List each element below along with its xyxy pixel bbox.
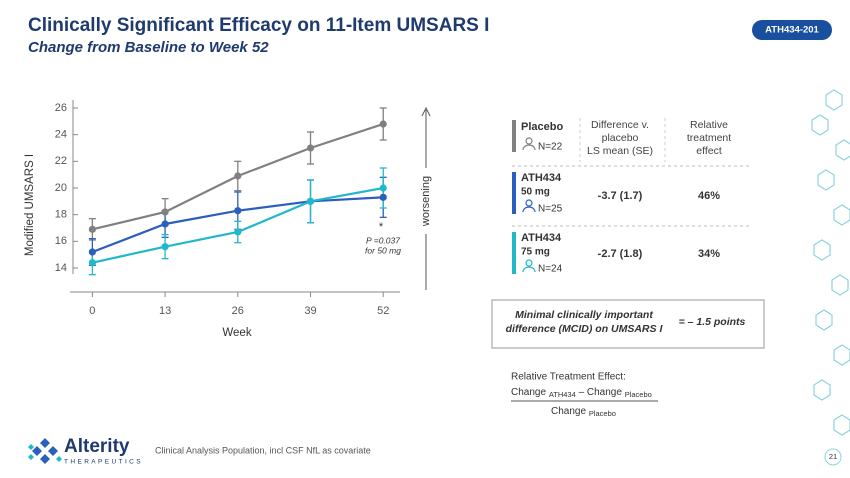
term: Change: [551, 406, 586, 417]
mcid-text: Minimal clinically important: [515, 309, 653, 321]
logo-subtext: THERAPEUTICS: [64, 459, 143, 466]
formula-numerator: Change ATH434 – Change Placebo: [511, 387, 652, 401]
y-tick-label: 26: [55, 102, 67, 114]
point: [379, 184, 387, 192]
y-tick-label: 18: [55, 209, 67, 221]
y-tick-label: 22: [55, 155, 67, 167]
subtitle: Change from Baseline to Week 52: [28, 39, 269, 56]
header-cell: treatment: [687, 132, 731, 144]
header-cell: placebo: [602, 132, 639, 144]
group-name: ATH434: [521, 172, 562, 184]
badge: ATH434-201: [765, 25, 819, 36]
group-n: N=25: [538, 204, 563, 215]
formula-label: Relative Treatment Effect:: [511, 372, 626, 383]
point: [234, 228, 242, 236]
cell: -2.7 (1.8): [598, 248, 643, 260]
group-dose: 75 mg: [521, 247, 550, 258]
group-name: ATH434: [521, 232, 562, 244]
cell: -3.7 (1.7): [598, 190, 643, 202]
point: [306, 144, 315, 152]
badge-bg: [752, 20, 832, 40]
point: [379, 193, 387, 201]
y-tick-label: 16: [55, 235, 67, 247]
x-tick-label: 26: [232, 305, 244, 317]
formula-denominator: Change Placebo: [551, 406, 616, 418]
table: Difference v. placebo LS mean (SE) Relat…: [512, 118, 750, 275]
annotation: for 50 mg: [365, 245, 401, 255]
logo-text: Alterity: [64, 436, 130, 457]
group-bar: [512, 120, 516, 152]
point: [234, 207, 242, 215]
page-badge: [824, 448, 842, 466]
x-axis-label: Week: [222, 327, 251, 339]
annotation: P =0.037: [366, 235, 400, 245]
arrow-gap: [418, 168, 434, 234]
y-tick-label: 24: [55, 129, 67, 141]
plot: 14 16 18 20 22 24 26 0 13 26 39 52: [55, 100, 400, 317]
y-axis-label: Modified UMSARS I: [24, 154, 36, 256]
header-cell: LS mean (SE): [587, 145, 653, 157]
arrow-head: [421, 106, 431, 117]
point: [161, 220, 169, 228]
header-cell: Difference v.: [591, 119, 649, 131]
y-tick-label: 14: [55, 262, 67, 274]
title: Clinically Significant Efficacy on 11-It…: [28, 15, 489, 36]
hex-pattern: [811, 89, 850, 436]
point: [161, 208, 169, 216]
direction-label: worsening: [420, 176, 432, 227]
x-tick-label: 13: [159, 305, 171, 317]
subscript: Placebo: [589, 409, 616, 418]
mcid-text: difference (MCID) on UMSARS I: [506, 323, 664, 335]
point: [161, 243, 169, 251]
header-cell: effect: [696, 145, 722, 157]
term: Change: [511, 387, 546, 398]
group-name: Placebo: [521, 121, 563, 133]
group-n: N=22: [538, 142, 563, 153]
page-number: 21: [829, 452, 837, 461]
point: [306, 197, 315, 205]
header-cell: Relative: [690, 119, 728, 131]
group-bar: [512, 232, 516, 274]
person-icons: [522, 137, 536, 273]
point: [88, 248, 96, 256]
group-dose: 50 mg: [521, 187, 550, 198]
group-n: N=24: [538, 264, 563, 275]
point: [88, 259, 96, 267]
y-tick-label: 20: [55, 182, 67, 194]
cell: 34%: [698, 248, 720, 260]
group-bar: [512, 172, 516, 214]
point: [234, 172, 242, 180]
subscript: Placebo: [625, 390, 652, 399]
mcid-value: = – 1.5 points: [679, 316, 746, 328]
mcid-box: [491, 299, 765, 349]
term: – Change: [579, 387, 623, 398]
significance-mark: *: [379, 221, 384, 233]
subscript: ATH434: [549, 390, 576, 399]
cell: 46%: [698, 190, 720, 202]
x-tick-label: 39: [304, 305, 316, 317]
footnote: Clinical Analysis Population, incl CSF N…: [155, 445, 371, 455]
logo-mark: [28, 438, 62, 464]
point: [379, 120, 387, 128]
x-tick-label: 0: [89, 305, 95, 317]
point: [88, 225, 96, 233]
x-tick-label: 52: [377, 305, 389, 317]
